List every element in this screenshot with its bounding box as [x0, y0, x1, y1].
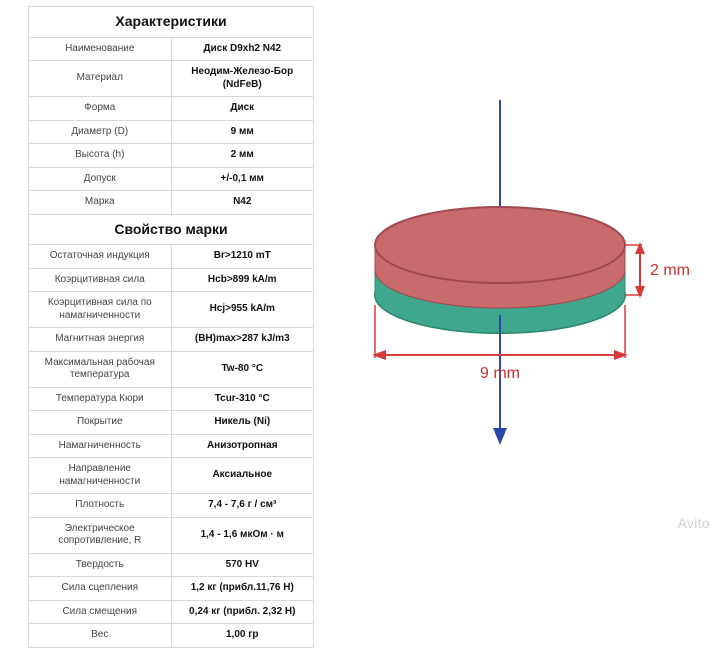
row-value: Анизотропная: [171, 434, 314, 458]
row-value: Неодим-Железо-Бор (NdFeB): [171, 61, 314, 97]
row-label: Твердость: [29, 553, 172, 577]
row-value: Hcb>899 kA/m: [171, 268, 314, 292]
row-value: 570 HV: [171, 553, 314, 577]
row-label: Высота (h): [29, 144, 172, 168]
row-label: Магнитная энергия: [29, 328, 172, 352]
row-value: 0,24 кг (прибл. 2,32 Н): [171, 600, 314, 624]
row-label: Вес: [29, 624, 172, 648]
row-value: Никель (Ni): [171, 411, 314, 435]
table-row: Твердость570 HV: [29, 553, 314, 577]
table-row: Сила сцепления1,2 кг (прибл.11,76 Н): [29, 577, 314, 601]
row-value: 1,2 кг (прибл.11,76 Н): [171, 577, 314, 601]
row-value: Br>1210 mT: [171, 245, 314, 269]
table-row: Высота (h)2 мм: [29, 144, 314, 168]
dim-height-arrow-top: [635, 242, 645, 254]
row-label: Наименование: [29, 37, 172, 61]
row-label: Плотность: [29, 494, 172, 518]
table-row: НамагниченностьАнизотропная: [29, 434, 314, 458]
table-row: ФормаДиск: [29, 97, 314, 121]
row-value: N42: [171, 191, 314, 215]
row-label: Температура Кюри: [29, 387, 172, 411]
table-row: Коэрцитивная силаHcb>899 kA/m: [29, 268, 314, 292]
row-label: Намагниченность: [29, 434, 172, 458]
table-row: Допуск+/-0,1 мм: [29, 167, 314, 191]
table-row: ПокрытиеНикель (Ni): [29, 411, 314, 435]
watermark: Avito: [678, 515, 710, 531]
table-row: Максимальная рабочая температураTw-80 °C: [29, 351, 314, 387]
table-row: Направление намагниченностиАксиальное: [29, 458, 314, 494]
dim-height-arrow-bottom: [635, 286, 645, 298]
magnet-diagram: 2 mm 9 mm: [320, 0, 720, 539]
spec-table: ХарактеристикиНаименованиеДиск D9xh2 N42…: [28, 6, 314, 648]
row-label: Коэрцитивная сила: [29, 268, 172, 292]
row-value: 1,4 - 1,6 мкОм · м: [171, 517, 314, 553]
axis-arrowhead: [493, 428, 507, 445]
table-row: МатериалНеодим-Железо-Бор (NdFeB): [29, 61, 314, 97]
row-value: +/-0,1 мм: [171, 167, 314, 191]
dim-width-arrow-left: [372, 350, 386, 360]
row-label: Коэрцитивная сила по намагниченности: [29, 292, 172, 328]
row-label: Допуск: [29, 167, 172, 191]
row-label: Диаметр (D): [29, 120, 172, 144]
spec-table-container: ХарактеристикиНаименованиеДиск D9xh2 N42…: [0, 0, 320, 539]
row-label: Сила сцепления: [29, 577, 172, 601]
row-label: Максимальная рабочая температура: [29, 351, 172, 387]
row-value: Hcj>955 kA/m: [171, 292, 314, 328]
table-row: Магнитная энергия(BH)max>287 kJ/m3: [29, 328, 314, 352]
row-label: Форма: [29, 97, 172, 121]
table-row: Электрическое сопротивление, R1,4 - 1,6 …: [29, 517, 314, 553]
row-label: Направление намагниченности: [29, 458, 172, 494]
dim-height-label: 2 mm: [650, 262, 690, 279]
section-header: Характеристики: [29, 7, 314, 38]
table-row: Температура КюриTcur-310 °C: [29, 387, 314, 411]
section-header: Свойство марки: [29, 214, 314, 245]
table-row: Вес1,00 гр: [29, 624, 314, 648]
table-row: Сила смещения0,24 кг (прибл. 2,32 Н): [29, 600, 314, 624]
row-value: (BH)max>287 kJ/m3: [171, 328, 314, 352]
row-value: 9 мм: [171, 120, 314, 144]
row-value: 7,4 - 7,6 г / см³: [171, 494, 314, 518]
row-label: Покрытие: [29, 411, 172, 435]
dim-width-arrow-right: [614, 350, 628, 360]
row-label: Сила смещения: [29, 600, 172, 624]
table-row: МаркаN42: [29, 191, 314, 215]
table-row: Диаметр (D)9 мм: [29, 120, 314, 144]
table-row: НаименованиеДиск D9xh2 N42: [29, 37, 314, 61]
row-label: Марка: [29, 191, 172, 215]
row-label: Остаточная индукция: [29, 245, 172, 269]
row-value: Tw-80 °C: [171, 351, 314, 387]
row-value: 2 мм: [171, 144, 314, 168]
row-value: Диск D9xh2 N42: [171, 37, 314, 61]
table-row: Плотность7,4 - 7,6 г / см³: [29, 494, 314, 518]
table-row: Коэрцитивная сила по намагниченностиHcj>…: [29, 292, 314, 328]
table-row: Остаточная индукцияBr>1210 mT: [29, 245, 314, 269]
row-value: 1,00 гр: [171, 624, 314, 648]
row-value: Tcur-310 °C: [171, 387, 314, 411]
row-label: Материал: [29, 61, 172, 97]
dim-width-label: 9 mm: [480, 365, 520, 382]
row-value: Аксиальное: [171, 458, 314, 494]
row-value: Диск: [171, 97, 314, 121]
row-label: Электрическое сопротивление, R: [29, 517, 172, 553]
disc-top-ellipse: [375, 207, 625, 283]
